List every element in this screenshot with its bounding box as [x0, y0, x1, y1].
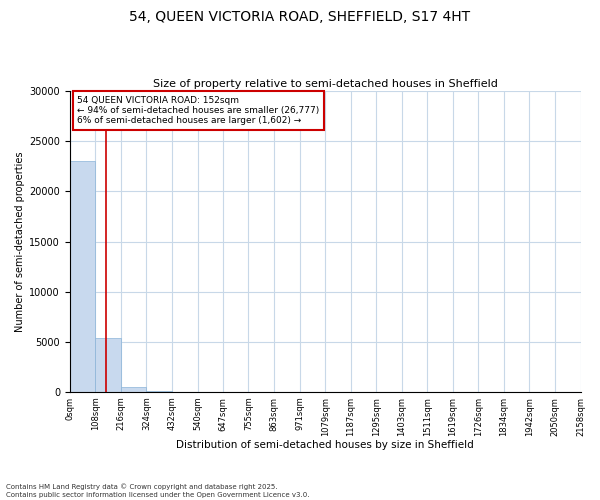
Bar [70, 162, 95, 392]
Bar [146, 391, 172, 392]
Y-axis label: Number of semi-detached properties: Number of semi-detached properties [15, 152, 25, 332]
Bar [95, 338, 121, 392]
Bar [121, 387, 146, 392]
Title: Size of property relative to semi-detached houses in Sheffield: Size of property relative to semi-detach… [152, 79, 497, 89]
Text: 54 QUEEN VICTORIA ROAD: 152sqm
← 94% of semi-detached houses are smaller (26,777: 54 QUEEN VICTORIA ROAD: 152sqm ← 94% of … [77, 96, 320, 126]
Text: 54, QUEEN VICTORIA ROAD, SHEFFIELD, S17 4HT: 54, QUEEN VICTORIA ROAD, SHEFFIELD, S17 … [130, 10, 470, 24]
Text: Contains HM Land Registry data © Crown copyright and database right 2025.
Contai: Contains HM Land Registry data © Crown c… [6, 484, 310, 498]
X-axis label: Distribution of semi-detached houses by size in Sheffield: Distribution of semi-detached houses by … [176, 440, 474, 450]
